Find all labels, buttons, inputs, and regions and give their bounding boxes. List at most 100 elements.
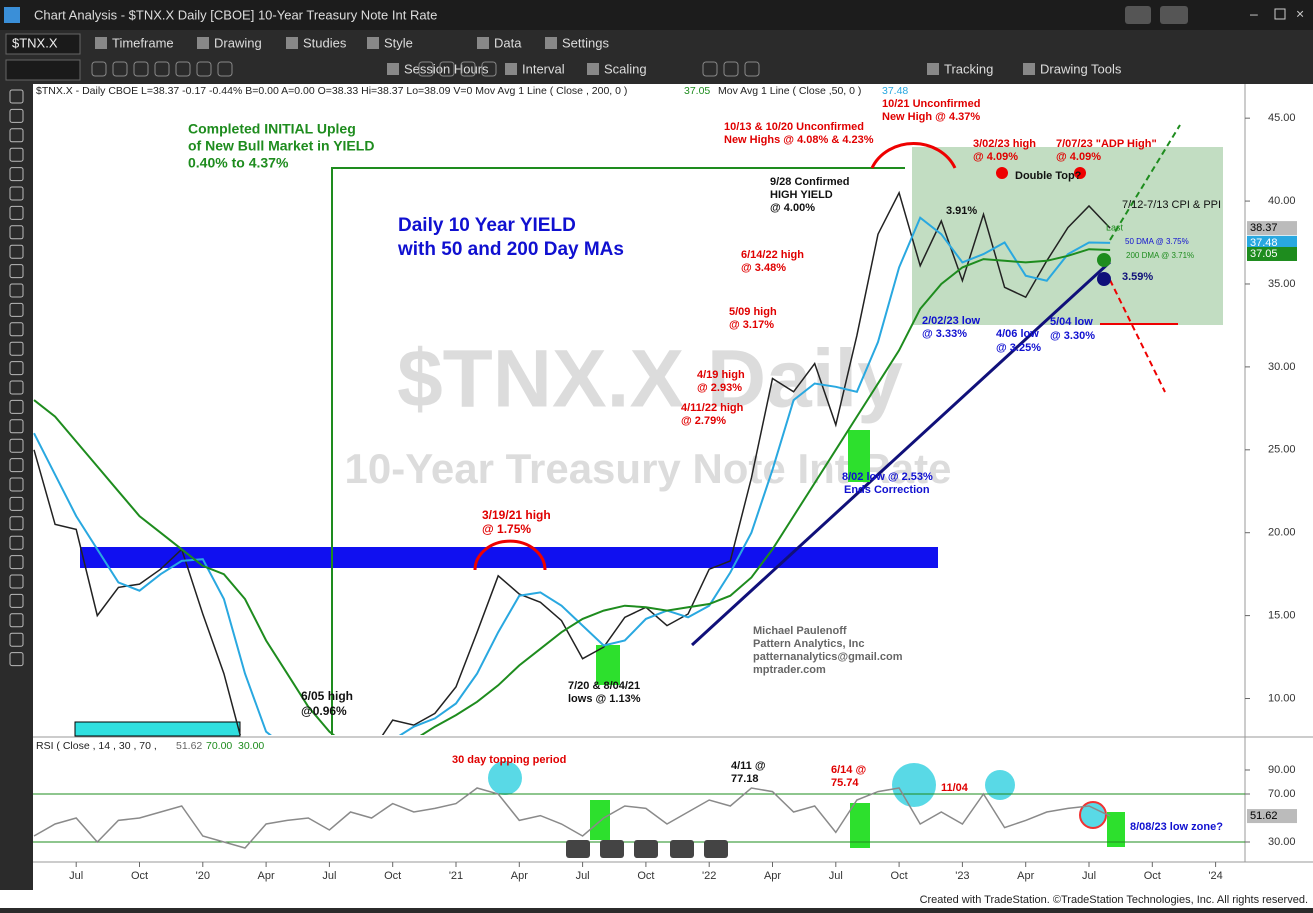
maximize[interactable] bbox=[1274, 8, 1286, 20]
toolbar-icon[interactable] bbox=[196, 61, 212, 77]
chart-area bbox=[33, 84, 1313, 890]
toolbar-button[interactable]: Timeframe bbox=[112, 35, 174, 50]
annotation: 30 day topping period bbox=[452, 754, 566, 766]
x-tick-label: Jul bbox=[1082, 870, 1096, 882]
tool-icon[interactable] bbox=[9, 108, 24, 123]
tool-icon[interactable] bbox=[9, 632, 24, 647]
minimize[interactable]: – bbox=[1250, 6, 1258, 22]
toolbar-icon[interactable] bbox=[439, 61, 455, 77]
toolbar-button[interactable]: Tracking bbox=[944, 61, 993, 76]
tool-icon[interactable] bbox=[9, 205, 24, 220]
tool-icon[interactable] bbox=[9, 399, 24, 414]
toolbar-button[interactable]: Drawing bbox=[214, 35, 262, 50]
tool-icon[interactable] bbox=[9, 225, 24, 240]
tool-icon[interactable] bbox=[9, 283, 24, 298]
x-tick-label: Jul bbox=[69, 870, 83, 882]
tool-icon[interactable] bbox=[9, 302, 24, 317]
tool-icon[interactable] bbox=[9, 128, 24, 143]
toolbar-icon bbox=[927, 63, 939, 75]
annotation: 4/06 low bbox=[996, 328, 1039, 340]
toolbar-icon[interactable] bbox=[175, 61, 191, 77]
x-tick-label: Jul bbox=[576, 870, 590, 882]
toolbar-icon bbox=[1023, 63, 1035, 75]
symbol-box[interactable] bbox=[5, 33, 81, 55]
series-line bbox=[33, 787, 1111, 849]
series-line bbox=[33, 190, 1111, 735]
toolbar-button[interactable]: Studies bbox=[303, 35, 347, 50]
tool-icon[interactable] bbox=[9, 380, 24, 395]
x-tick-label: '24 bbox=[1208, 870, 1222, 882]
rsi-highlight bbox=[985, 770, 1015, 800]
rsi-highlight bbox=[488, 761, 522, 795]
annotation: 3.59% bbox=[1122, 271, 1153, 283]
s-button[interactable] bbox=[1125, 6, 1151, 24]
toolbar-icon[interactable] bbox=[154, 61, 170, 77]
footer: Created with TradeStation. ©TradeStation… bbox=[920, 894, 1308, 906]
watermark-symbol: $TNX.X Daily bbox=[397, 334, 903, 425]
toolbar-icon[interactable] bbox=[112, 61, 128, 77]
tool-icon[interactable] bbox=[9, 322, 24, 337]
toolbar-icon[interactable] bbox=[744, 61, 760, 77]
price-tag-label: 37.05 bbox=[1250, 248, 1278, 260]
toolbar-button[interactable]: Session Hours bbox=[404, 61, 489, 76]
zoom-button[interactable] bbox=[600, 840, 624, 858]
tool-icon[interactable] bbox=[9, 613, 24, 628]
toolbar-icon[interactable] bbox=[217, 61, 233, 77]
tool-icon[interactable] bbox=[9, 438, 24, 453]
toolbar-button[interactable]: Settings bbox=[562, 35, 609, 50]
tool-icon[interactable] bbox=[9, 419, 24, 434]
zoom-button[interactable] bbox=[670, 840, 694, 858]
i-button[interactable] bbox=[1160, 6, 1188, 24]
tool-icon[interactable] bbox=[9, 186, 24, 201]
y-tick-label: 30.00 bbox=[1268, 836, 1296, 848]
annotation: 3.91% bbox=[946, 205, 977, 217]
toolbar-button[interactable]: Interval bbox=[522, 61, 565, 76]
tool-icon[interactable] bbox=[9, 652, 24, 667]
annotation: @ 1.75% bbox=[482, 522, 531, 536]
annotation: lows @ 1.13% bbox=[568, 693, 641, 705]
tool-icon[interactable] bbox=[9, 477, 24, 492]
toolbar-icon[interactable] bbox=[460, 61, 476, 77]
y-tick-label: 45.00 bbox=[1268, 112, 1296, 124]
toolbar-button[interactable]: Scaling bbox=[604, 61, 647, 76]
tool-icon[interactable] bbox=[9, 516, 24, 531]
interval-box[interactable] bbox=[5, 59, 81, 81]
annotation: of New Bull Market in YIELD bbox=[188, 138, 374, 154]
annotation: 10/21 Unconfirmed bbox=[882, 98, 980, 110]
toolbar-button[interactable]: Data bbox=[494, 35, 522, 50]
tool-icon[interactable] bbox=[9, 458, 24, 473]
close[interactable]: × bbox=[1296, 6, 1304, 22]
tool-icon[interactable] bbox=[9, 89, 24, 104]
tool-icon[interactable] bbox=[9, 361, 24, 376]
trendline bbox=[690, 260, 1112, 647]
toolbar-button[interactable]: Drawing Tools bbox=[1040, 61, 1122, 76]
zoom-button[interactable] bbox=[566, 840, 590, 858]
tool-icon[interactable] bbox=[9, 244, 24, 259]
annotation: Double Top? bbox=[1015, 170, 1082, 182]
tool-icon[interactable] bbox=[9, 555, 24, 570]
tool-icon[interactable] bbox=[9, 167, 24, 182]
zoom-button[interactable] bbox=[634, 840, 658, 858]
x-tick-label: Oct bbox=[131, 870, 148, 882]
tool-icon[interactable] bbox=[9, 535, 24, 550]
annotation: 77.18 bbox=[731, 773, 759, 785]
annotation: 3/19/21 high bbox=[482, 508, 551, 522]
toolbar-icon[interactable] bbox=[481, 61, 497, 77]
tool-icon[interactable] bbox=[9, 574, 24, 589]
toolbar-icon[interactable] bbox=[723, 61, 739, 77]
toolbar-icon bbox=[367, 37, 379, 49]
toolbar-icon[interactable] bbox=[418, 61, 434, 77]
y-tick-label: 70.00 bbox=[1268, 788, 1296, 800]
toolbar-icon[interactable] bbox=[91, 61, 107, 77]
annotation: 3/02/23 high bbox=[973, 138, 1036, 150]
toolbar-icon[interactable] bbox=[702, 61, 718, 77]
annotation: 5/09 high bbox=[729, 306, 777, 318]
zoom-button[interactable] bbox=[704, 840, 728, 858]
tool-icon[interactable] bbox=[9, 147, 24, 162]
toolbar-icon[interactable] bbox=[133, 61, 149, 77]
tool-icon[interactable] bbox=[9, 496, 24, 511]
tool-icon[interactable] bbox=[9, 593, 24, 608]
tool-icon[interactable] bbox=[9, 264, 24, 279]
tool-icon[interactable] bbox=[9, 341, 24, 356]
toolbar-button[interactable]: Style bbox=[384, 35, 413, 50]
